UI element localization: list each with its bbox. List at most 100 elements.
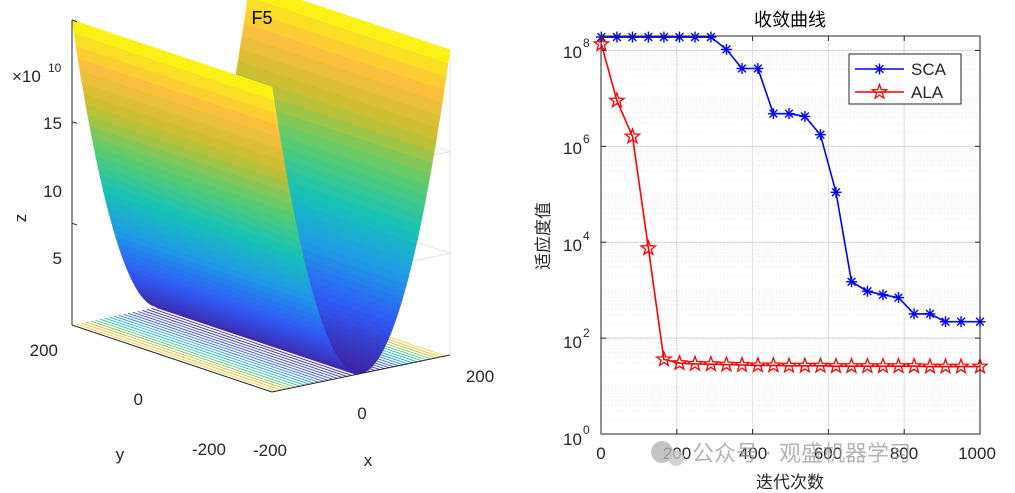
- wechat-icon-bubble: [668, 450, 684, 466]
- series-marker: [784, 109, 794, 119]
- series-marker: [827, 356, 845, 374]
- series-marker: [706, 32, 716, 42]
- x-tick-200: 200: [466, 367, 494, 386]
- y-tick-exponent: 8: [583, 36, 590, 50]
- y-tick-1e8: 10 8: [563, 36, 590, 62]
- series-marker: [909, 309, 919, 319]
- x-tick-label: 400: [739, 444, 767, 463]
- series-marker: [795, 356, 814, 374]
- y-axis-line: [71, 324, 273, 393]
- series-marker: [643, 32, 653, 42]
- series-marker: [925, 309, 935, 319]
- y-tick-base: 10: [563, 236, 582, 255]
- surface-mesh: [71, 0, 451, 375]
- y-tick-1e2: 10 2: [563, 326, 590, 352]
- x-tick-0: 0: [357, 404, 366, 423]
- series-marker: [842, 356, 861, 374]
- x-tick-neg200: -200: [253, 441, 287, 460]
- floor-contour: [104, 317, 305, 386]
- y-tick-0: 0: [134, 390, 143, 409]
- series-marker: [894, 293, 903, 302]
- x-tick-label: 0: [596, 444, 605, 463]
- surface-plot: F5 ×10 10 15 10 5 z 200 0 -200 y -200 0 …: [11, 0, 494, 470]
- wechat-icon: [651, 441, 673, 463]
- legend-marker-ala: [870, 82, 889, 100]
- series-marker: [654, 349, 673, 367]
- series-marker: [753, 64, 763, 73]
- y-axis-label: y: [116, 445, 125, 464]
- legend-marker: [870, 82, 889, 100]
- series-marker: [769, 109, 778, 119]
- x-tick-label: 600: [814, 444, 842, 463]
- series-marker: [702, 354, 720, 372]
- watermark-text: 公众号 · 观盛机器学习: [692, 442, 911, 467]
- y-tick-exponent: 0: [583, 423, 590, 437]
- convergence-title: 收敛曲线: [754, 10, 826, 31]
- series-marker: [690, 32, 700, 42]
- floor-contour: [137, 310, 338, 379]
- y-tick-200: 200: [30, 341, 58, 360]
- watermark: 公众号 · 观盛机器学习: [651, 441, 911, 467]
- floor-contour: [146, 308, 348, 377]
- convergence-plot: 收敛曲线 0 200 400 600 800 1000 迭代次数 10 8 10…: [534, 10, 996, 493]
- floor-contour: [142, 309, 343, 378]
- series-marker: [952, 357, 971, 375]
- series-marker: [905, 356, 923, 374]
- y-tick-base: 10: [563, 430, 582, 449]
- series-marker: [811, 356, 830, 374]
- series-marker: [780, 356, 798, 374]
- series-sca: [595, 31, 986, 328]
- floor-contour: [132, 311, 334, 380]
- series-marker: [936, 357, 955, 375]
- series-marker: [722, 45, 731, 54]
- series-marker: [717, 355, 736, 373]
- floor-contour: [128, 312, 329, 381]
- x-tick-label: 800: [890, 444, 918, 463]
- y-tick-1e6: 10 6: [563, 132, 590, 158]
- surface-axes: [71, 19, 451, 393]
- series-marker: [748, 355, 767, 373]
- z-tick-5: 5: [53, 249, 62, 268]
- y-tick-neg200: -200: [192, 440, 226, 459]
- floor-contour: [85, 321, 287, 390]
- y-axis-label: 适应度值: [534, 202, 554, 270]
- series-marker: [628, 32, 637, 42]
- series-marker: [639, 238, 658, 256]
- y-tick-1e4: 10 4: [563, 229, 590, 255]
- series-marker: [686, 354, 704, 372]
- series-marker: [920, 357, 939, 375]
- series-marker: [858, 356, 877, 374]
- floor-contour: [151, 308, 352, 376]
- legend-label-ala: ALA: [911, 83, 944, 102]
- z-tick-mark: [71, 19, 78, 23]
- series-marker: [831, 187, 841, 197]
- z-exponent-power: 10: [48, 61, 62, 75]
- floor-contour: [118, 314, 319, 383]
- series-marker: [878, 290, 888, 300]
- series-marker: [816, 130, 825, 140]
- x-axis-label: x: [364, 451, 373, 470]
- z-tick-mark: [71, 222, 78, 226]
- floor-contour: [123, 313, 324, 382]
- series-marker: [612, 32, 622, 42]
- x-axis-line: [271, 354, 451, 393]
- series-marker: [623, 127, 642, 145]
- plot-box: [600, 35, 981, 435]
- series-marker: [733, 355, 751, 373]
- z-tick-10: 10: [43, 182, 62, 201]
- floor-contour: [156, 307, 357, 375]
- series-marker: [670, 353, 689, 371]
- legend-box: [848, 53, 962, 105]
- floor-contour: [109, 316, 310, 385]
- surface-strip: [71, 19, 275, 101]
- x-tick-label: 1000: [958, 444, 996, 463]
- legend: SCA ALA: [848, 53, 962, 105]
- series-line: [600, 43, 980, 368]
- series-marker: [737, 64, 747, 73]
- z-tick-15: 15: [43, 114, 62, 133]
- y-tick-exponent: 6: [583, 132, 590, 146]
- legend-label-sca: SCA: [911, 60, 947, 79]
- legend-marker-sca: [874, 63, 885, 75]
- floor-contour: [76, 323, 277, 392]
